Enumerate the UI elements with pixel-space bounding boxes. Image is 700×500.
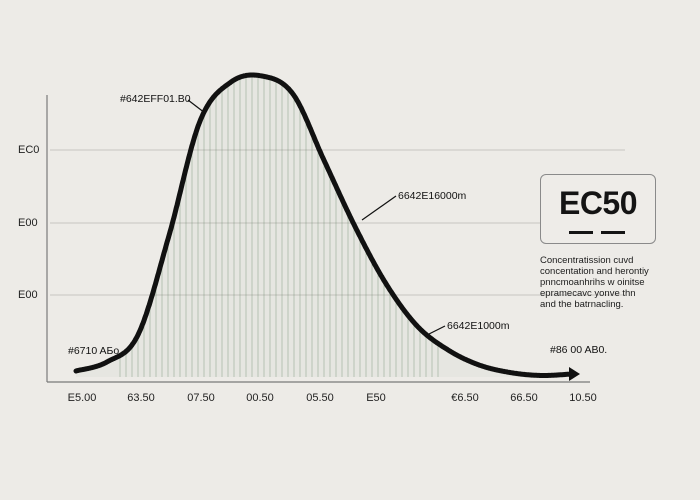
- description-line: and the batrnacling.: [540, 299, 624, 310]
- x-tick-label: 05.50: [306, 392, 334, 404]
- description-line: epramecavc yonve thn: [540, 288, 636, 299]
- description-line: concentation and herontiy: [540, 266, 649, 277]
- x-tick-label: 07.50: [187, 392, 215, 404]
- legend-title: EC50: [558, 185, 638, 221]
- curve-area: [76, 75, 572, 377]
- x-tick-label: E50: [366, 392, 386, 404]
- annotation-leader: [187, 99, 206, 114]
- ec50-legend-box: EC50: [540, 174, 656, 244]
- series-line: [73, 72, 575, 378]
- end-annotation: #86 00 AB0.: [550, 344, 608, 356]
- annotation-leader: [424, 325, 446, 337]
- start-annotation: #6710 AБo: [68, 345, 120, 357]
- description-line: Concentratission cuvd: [540, 255, 634, 266]
- x-tick-label: 00.50: [246, 392, 274, 404]
- peak-annotation: #642EFF01.B0: [120, 93, 191, 105]
- legend-rule: [601, 231, 625, 234]
- tail-annotation: 6642E1000m: [447, 320, 510, 332]
- x-tick-label: 63.50: [127, 392, 155, 404]
- description-line: pnncmoanhrihs w oinitse: [540, 277, 645, 288]
- y-tick-label: E00: [18, 289, 38, 301]
- x-tick-label: 66.50: [510, 392, 538, 404]
- curve-arrowhead: [569, 366, 580, 381]
- x-tick-label: E5.00: [67, 392, 97, 404]
- x-tick-label: €6.50: [451, 392, 479, 404]
- x-tick-label: 10.50: [569, 392, 597, 404]
- annotation-leader: [361, 195, 397, 221]
- legend-rule: [569, 231, 593, 234]
- y-tick-label: E00: [18, 217, 38, 229]
- chart-description: Concentratission cuvd concentation and h…: [540, 255, 690, 310]
- descending-annotation: 6642E16000m: [398, 190, 467, 202]
- y-tick-label: EC0: [18, 144, 40, 156]
